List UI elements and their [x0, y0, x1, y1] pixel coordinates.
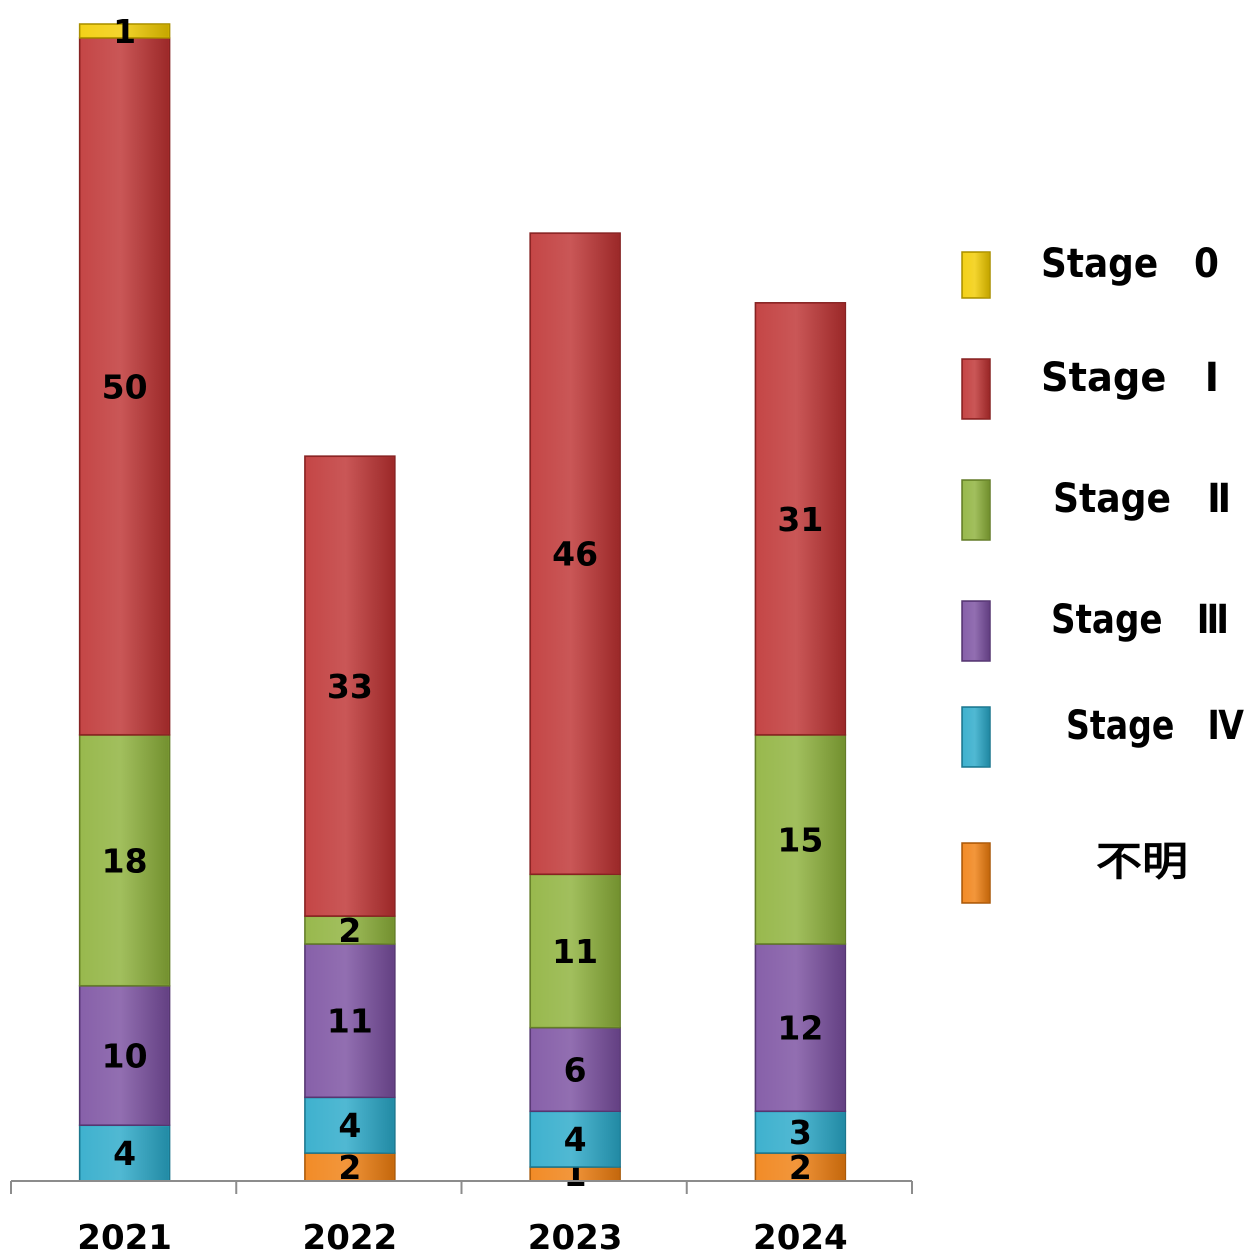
data-label: 4 — [564, 1120, 587, 1159]
legend-label: Stage Ⅰ — [1041, 355, 1219, 401]
bar-segment-shading — [756, 945, 845, 1111]
x-tick-label: 2023 — [528, 1218, 623, 1253]
legend-swatch-shading — [963, 844, 989, 902]
data-label: 11 — [552, 932, 598, 971]
data-label: 12 — [777, 1009, 823, 1048]
data-label: 4 — [338, 1106, 361, 1145]
legend-swatch-shading — [963, 708, 989, 766]
legend-label: 不明 — [1096, 839, 1188, 885]
data-label: 6 — [564, 1050, 587, 1089]
bar-segment-shading — [80, 38, 169, 734]
legend: Stage 0 Stage Ⅰ Stage Ⅱ Stage Ⅲ Stage Ⅳ 不明 — [961, 241, 1244, 904]
data-label: 46 — [552, 535, 598, 574]
legend-label: Stage 0 — [1041, 241, 1219, 287]
bar-segment-shading — [80, 1126, 169, 1180]
legend-swatch-shading — [963, 253, 989, 297]
data-label: 33 — [327, 667, 373, 706]
x-tick-label: 2021 — [77, 1218, 172, 1253]
bar-segment-shading — [305, 457, 394, 916]
legend-swatch-shading — [963, 481, 989, 539]
data-label: 31 — [777, 500, 823, 539]
bar-segment-shading — [305, 917, 394, 944]
legend-swatch-shading — [963, 602, 989, 660]
legend-label: Stage Ⅱ — [1053, 476, 1231, 522]
legend-swatch-shading — [963, 360, 989, 418]
legend-label: Stage Ⅳ — [1066, 703, 1244, 749]
data-label: 1 — [113, 12, 136, 51]
bar-segment-shading — [756, 1154, 845, 1180]
bar-segment-shading — [531, 234, 620, 874]
data-label: 50 — [102, 367, 148, 406]
legend-label: Stage Ⅲ — [1051, 597, 1229, 643]
x-tick-label: 2022 — [303, 1218, 398, 1253]
data-label: 3 — [789, 1113, 812, 1152]
bar-segment-shading — [531, 1112, 620, 1167]
bar-segment-shading — [756, 1112, 845, 1153]
bar-segment-shading — [756, 303, 845, 734]
bar-segment-shading — [531, 1028, 620, 1111]
data-label: 2 — [789, 1148, 812, 1187]
data-label: 15 — [777, 820, 823, 859]
bar-segment-shading — [80, 735, 169, 985]
bar-segment-shading — [756, 735, 845, 944]
bar-segment-shading — [305, 1154, 394, 1180]
data-label: 10 — [102, 1037, 148, 1076]
bar-segment-shading — [80, 986, 169, 1125]
data-label: 11 — [327, 1002, 373, 1041]
bar-segment-shading — [80, 24, 169, 37]
data-label: 2 — [338, 1148, 361, 1187]
x-tick-label: 2024 — [753, 1218, 848, 1253]
data-label: 4 — [113, 1134, 136, 1173]
bar-segment-shading — [531, 1168, 620, 1180]
data-label: 2 — [338, 911, 361, 950]
bar-segment-shading — [305, 945, 394, 1097]
bar-segment-shading — [531, 875, 620, 1027]
bar-segment-shading — [305, 1098, 394, 1153]
x-axis: 2021 2022 2023 2024 — [10, 1180, 913, 1253]
data-label: 18 — [102, 841, 148, 880]
